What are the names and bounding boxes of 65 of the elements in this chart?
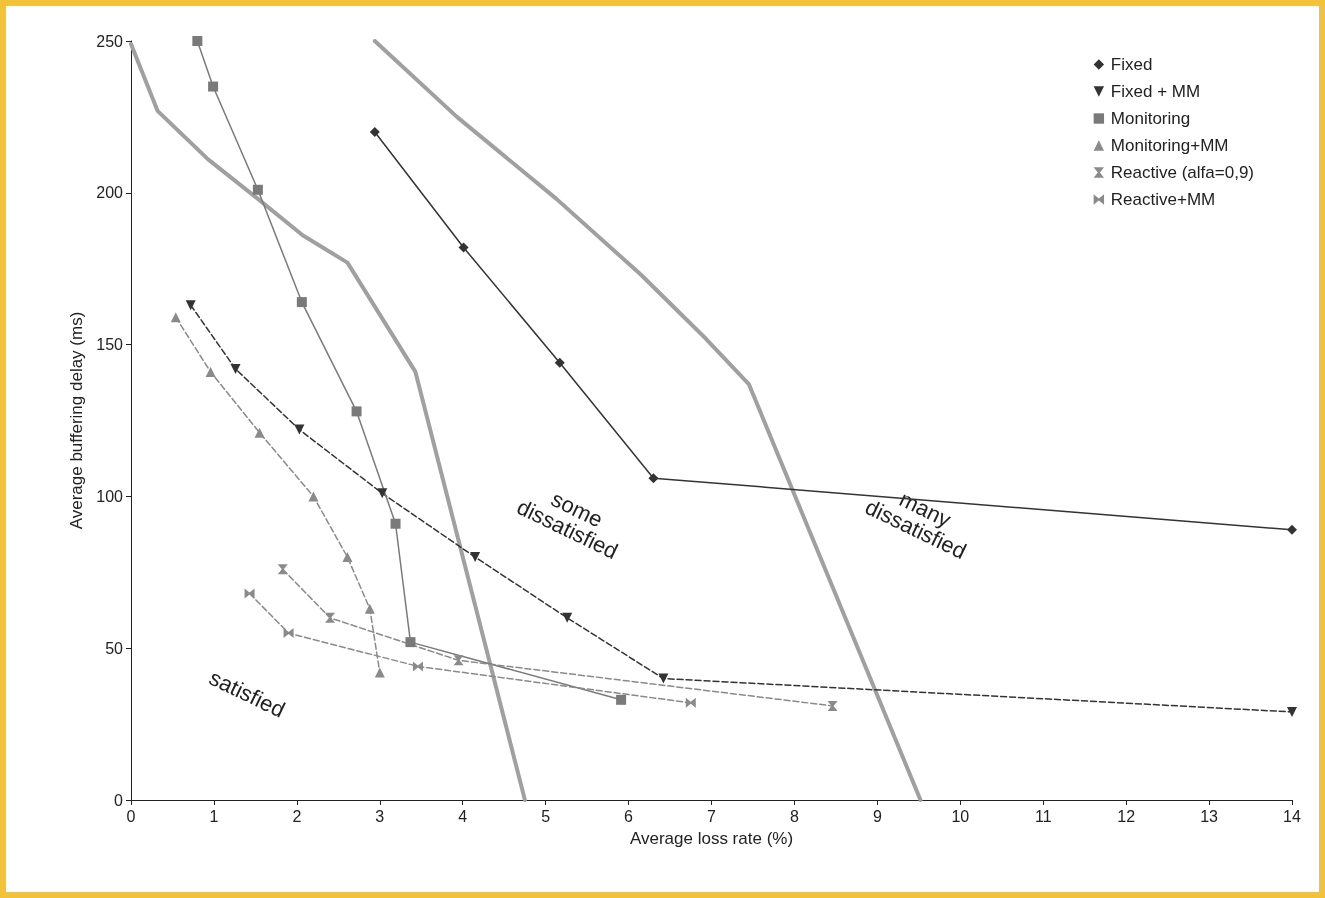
y-tick-label: 50 <box>105 639 124 657</box>
point <box>369 127 380 138</box>
x-tick-label: 0 <box>126 807 136 825</box>
point <box>277 564 288 575</box>
point <box>252 184 263 195</box>
point <box>364 603 375 614</box>
point <box>170 312 181 323</box>
x-tick-label: 10 <box>951 807 970 825</box>
point <box>1287 706 1297 717</box>
x-tick-label: 2 <box>292 807 302 825</box>
legend-label: Reactive (alfa=0,9) <box>1110 163 1254 182</box>
x-tick-label: 6 <box>624 807 634 825</box>
point <box>208 81 219 92</box>
point <box>308 491 319 502</box>
point <box>412 661 423 672</box>
legend-label: Reactive+MM <box>1110 190 1216 209</box>
point <box>453 655 464 666</box>
y-tick-label: 200 <box>96 184 124 202</box>
x-tick-label: 13 <box>1200 807 1219 825</box>
point <box>342 552 353 563</box>
x-axis-title: Average loss rate (%) <box>629 829 794 848</box>
point <box>1287 524 1297 535</box>
point <box>827 700 838 711</box>
x-tick-label: 4 <box>458 807 468 825</box>
point <box>230 363 241 374</box>
point <box>562 612 573 623</box>
x-tick-label: 8 <box>789 807 799 825</box>
point <box>658 673 669 684</box>
y-axis-title: Average buffering delay (ms) <box>67 311 87 530</box>
point <box>283 628 294 639</box>
point <box>377 488 388 499</box>
point <box>254 427 265 438</box>
x-tick-label: 11 <box>1034 807 1052 825</box>
y-tick-label: 100 <box>96 487 124 505</box>
point <box>351 406 362 417</box>
point <box>405 637 416 648</box>
point <box>325 612 336 623</box>
point <box>192 36 203 46</box>
point <box>390 518 401 529</box>
x-tick-label: 5 <box>541 807 551 825</box>
x-tick-label: 12 <box>1117 807 1136 825</box>
point <box>185 300 196 311</box>
y-tick-label: 250 <box>96 32 124 50</box>
legend-label: Fixed + MM <box>1110 82 1201 101</box>
point <box>296 297 307 308</box>
point <box>685 697 696 708</box>
legend-label: Monitoring+MM <box>1110 136 1229 155</box>
y-tick-label: 0 <box>114 791 124 809</box>
x-tick-label: 14 <box>1283 807 1301 825</box>
x-tick-label: 9 <box>872 807 882 825</box>
point <box>616 694 627 705</box>
point <box>458 242 469 253</box>
x-tick-label: 3 <box>375 807 385 825</box>
point <box>374 667 385 678</box>
point <box>470 552 481 563</box>
x-tick-label: 1 <box>209 807 219 825</box>
point <box>554 357 565 368</box>
point <box>294 424 305 435</box>
legend-label: Fixed <box>1110 55 1153 74</box>
point <box>205 366 216 377</box>
x-tick-label: 7 <box>707 807 717 825</box>
point <box>244 588 255 599</box>
legend-label: Monitoring <box>1110 109 1191 128</box>
y-tick-label: 150 <box>96 336 124 354</box>
point <box>648 473 659 484</box>
